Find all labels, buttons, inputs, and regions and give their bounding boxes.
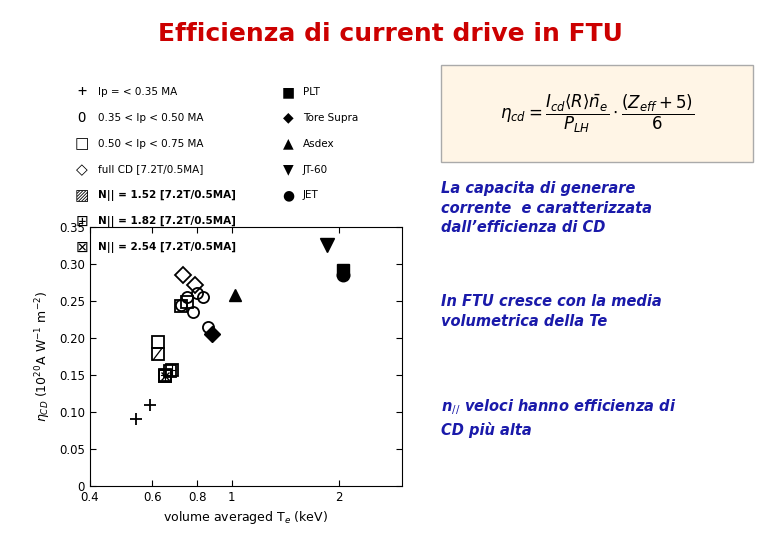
Text: $\eta_{cd} = \dfrac{I_{cd} \langle R \rangle \bar{n}_{e}}{P_{LH}} \cdot \dfrac{(: $\eta_{cd} = \dfrac{I_{cd} \langle R \ra…	[499, 92, 694, 134]
Text: Asdex: Asdex	[303, 139, 335, 148]
Text: 0.35 < Ip < 0.50 MA: 0.35 < Ip < 0.50 MA	[98, 113, 203, 123]
Text: +: +	[77, 84, 87, 99]
Text: □: □	[75, 136, 89, 151]
Text: N|| = 1.82 [7.2T/0.5MA]: N|| = 1.82 [7.2T/0.5MA]	[98, 216, 236, 227]
Text: ◆: ◆	[283, 111, 294, 125]
Text: ⊞: ⊞	[76, 214, 88, 229]
Text: O: O	[78, 111, 86, 125]
Text: JT-60: JT-60	[303, 165, 328, 174]
Text: ◇: ◇	[76, 162, 88, 177]
Text: N|| = 2.54 [7.2T/0.5MA]: N|| = 2.54 [7.2T/0.5MA]	[98, 242, 236, 253]
Text: ●: ●	[282, 188, 295, 202]
Text: 0.50 < Ip < 0.75 MA: 0.50 < Ip < 0.75 MA	[98, 139, 203, 148]
Text: Ip = < 0.35 MA: Ip = < 0.35 MA	[98, 87, 177, 97]
Text: Tore Supra: Tore Supra	[303, 113, 358, 123]
Y-axis label: $\eta_{CD}$ (10$^{20}$A W$^{-1}$ m$^{-2}$): $\eta_{CD}$ (10$^{20}$A W$^{-1}$ m$^{-2}…	[34, 291, 53, 422]
Text: ▲: ▲	[283, 137, 294, 151]
Text: La capacita di generare
corrente  e caratterizzata
dall’efficienza di CD: La capacita di generare corrente e carat…	[441, 181, 652, 235]
X-axis label: volume averaged T$_e$ (keV): volume averaged T$_e$ (keV)	[163, 509, 328, 526]
Text: ▼: ▼	[283, 163, 294, 177]
Text: ⊠: ⊠	[76, 240, 88, 255]
FancyBboxPatch shape	[441, 65, 753, 162]
Text: full CD [7.2T/0.5MA]: full CD [7.2T/0.5MA]	[98, 165, 203, 174]
Text: PLT: PLT	[303, 87, 320, 97]
Text: ■: ■	[282, 85, 295, 99]
Text: JET: JET	[303, 191, 318, 200]
Text: n$_{//}$ veloci hanno efficienza di
CD più alta: n$_{//}$ veloci hanno efficienza di CD p…	[441, 397, 676, 438]
Text: In FTU cresce con la media
volumetrica della Te: In FTU cresce con la media volumetrica d…	[441, 294, 661, 329]
Text: Efficienza di current drive in FTU: Efficienza di current drive in FTU	[158, 22, 622, 45]
Text: ▨: ▨	[75, 188, 89, 203]
Text: N|| = 1.52 [7.2T/0.5MA]: N|| = 1.52 [7.2T/0.5MA]	[98, 190, 236, 201]
